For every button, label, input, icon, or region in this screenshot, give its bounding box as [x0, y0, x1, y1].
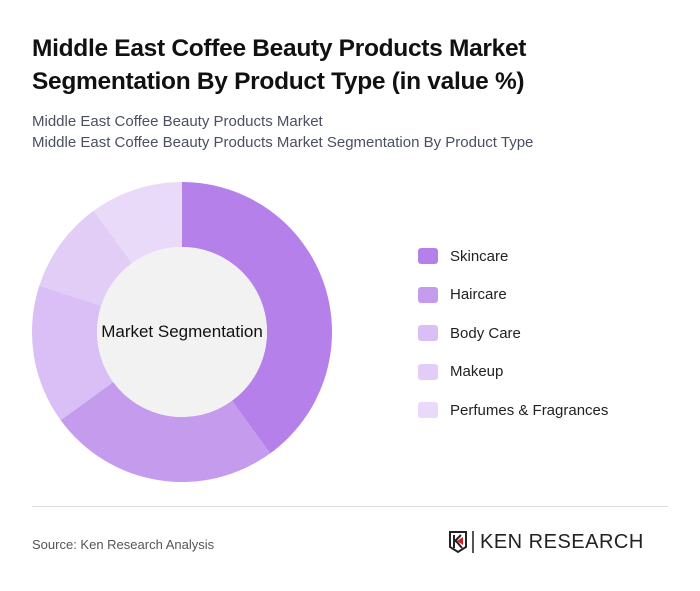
legend-label: Haircare	[450, 286, 507, 304]
footer-divider	[32, 506, 668, 507]
legend-label: Skincare	[450, 247, 509, 265]
legend-label: Makeup	[450, 363, 504, 381]
chart-title: Middle East Coffee Beauty Products Marke…	[32, 35, 527, 95]
ken-research-logo: KEN RESEARCH	[448, 530, 644, 554]
logo-separator	[472, 531, 474, 553]
donut-slice-haircare	[60, 381, 271, 482]
legend-item: Skincare	[418, 246, 608, 266]
donut-slice-makeup	[39, 210, 133, 306]
ken-logo-icon	[449, 531, 467, 554]
legend-item: Haircare	[418, 285, 608, 305]
legend-label: Body Care	[450, 324, 521, 342]
legend-swatch	[418, 402, 438, 419]
donut-slice-body-care	[32, 285, 114, 421]
chart-subtitle-2: Middle East Coffee Beauty Products Marke…	[32, 134, 534, 151]
legend-swatch	[418, 325, 438, 342]
legend-label: Perfumes & Fragrances	[450, 401, 609, 419]
legend-swatch	[418, 248, 438, 264]
source-note: Source: Ken Research Analysis	[32, 537, 215, 552]
donut-hole	[97, 247, 267, 417]
legend-swatch	[418, 363, 438, 380]
chart-subtitle-1: Middle East Coffee Beauty Products Marke…	[32, 113, 323, 130]
donut-chart	[32, 182, 332, 482]
donut-slice-skincare	[182, 182, 332, 454]
donut-slice-perfumes-fragrances	[93, 182, 182, 264]
legend-item: Body Care	[418, 323, 608, 343]
legend-item: Perfumes & Fragrances	[418, 400, 608, 420]
legend-swatch	[418, 286, 438, 303]
legend-item: Makeup	[418, 362, 608, 382]
logo-text: KEN RESEARCH	[480, 530, 644, 553]
chart-legend: Skincare Haircare Body Care Makeup Perfumes …	[418, 246, 608, 439]
